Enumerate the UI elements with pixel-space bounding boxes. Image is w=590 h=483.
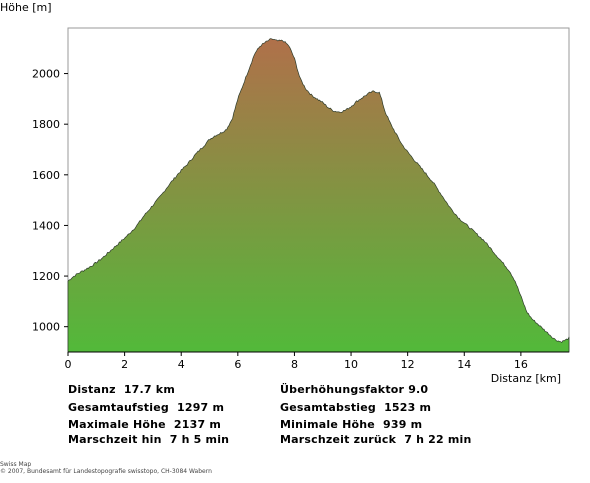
y-axis-title: Höhe [m] <box>0 1 52 14</box>
x-tick-label: 16 <box>514 358 528 371</box>
y-tick-label: 1200 <box>32 270 60 283</box>
x-axis-title: Distanz [km] <box>491 372 561 385</box>
stats-value: 7 h 5 min <box>169 433 230 446</box>
copyright-line-2: © 2007, Bundesamt für Landestopografie s… <box>0 468 212 475</box>
elevation-series-area <box>67 38 570 353</box>
x-tick-label: 12 <box>401 358 415 371</box>
stats-value: 7 h 22 min <box>404 433 472 446</box>
copyright-line-1: Swiss Map <box>0 461 32 468</box>
stats-left-maximale-hoehe: Maximale Höhe 2137 m <box>68 418 221 431</box>
x-tick-label: 4 <box>178 358 185 371</box>
x-tick-label: 14 <box>457 358 471 371</box>
y-tick-label: 1800 <box>32 118 60 131</box>
stats-left-gesamtaufstieg: Gesamtaufstieg 1297 m <box>68 401 224 414</box>
stats-label: Überhöhungsfaktor <box>280 383 405 396</box>
stats-right-ueberhoehungsfaktor: Überhöhungsfaktor 9.0 <box>280 383 428 396</box>
plot-area: 0 2 4 6 8 10 12 14 16 1000 1200 1400 1600 1800 2000 <box>32 27 570 371</box>
stats-left-distanz: Distanz 17.7 km <box>68 383 175 396</box>
x-tick-label: 6 <box>234 358 241 371</box>
stats-right-marschzeit-zurueck: Marschzeit zurück 7 h 22 min <box>280 433 472 446</box>
x-tick-label: 8 <box>291 358 298 371</box>
stats-label: Gesamtaufstieg <box>68 401 169 414</box>
stats-left-marschzeit-hin: Marschzeit hin 7 h 5 min <box>68 433 229 446</box>
stats-label: Marschzeit hin <box>68 433 162 446</box>
x-tick-label: 10 <box>344 358 358 371</box>
stats-label: Marschzeit zurück <box>280 433 397 446</box>
stats-value: 9.0 <box>408 383 429 396</box>
stats-value: 1523 m <box>384 401 432 414</box>
stats-value: 1297 m <box>177 401 225 414</box>
y-tick-label: 1400 <box>32 219 60 232</box>
y-tick-label: 2000 <box>32 68 60 81</box>
x-tick-label: 0 <box>65 358 72 371</box>
stats-value: 939 m <box>382 418 423 431</box>
y-tick-label: 1000 <box>32 321 60 334</box>
stats-right-gesamtabstieg: Gesamtabstieg 1523 m <box>280 401 431 414</box>
stats-label: Gesamtabstieg <box>280 401 376 414</box>
stats-right-minimale-hoehe: Minimale Höhe 939 m <box>280 418 422 431</box>
stats-label: Distanz <box>68 383 116 396</box>
stats-label: Maximale Höhe <box>68 418 166 431</box>
stats-value: 17.7 km <box>123 383 175 396</box>
y-tick-label: 1600 <box>32 169 60 182</box>
stats-label: Minimale Höhe <box>280 418 375 431</box>
x-tick-label: 2 <box>121 358 128 371</box>
stats-value: 2137 m <box>173 418 222 431</box>
